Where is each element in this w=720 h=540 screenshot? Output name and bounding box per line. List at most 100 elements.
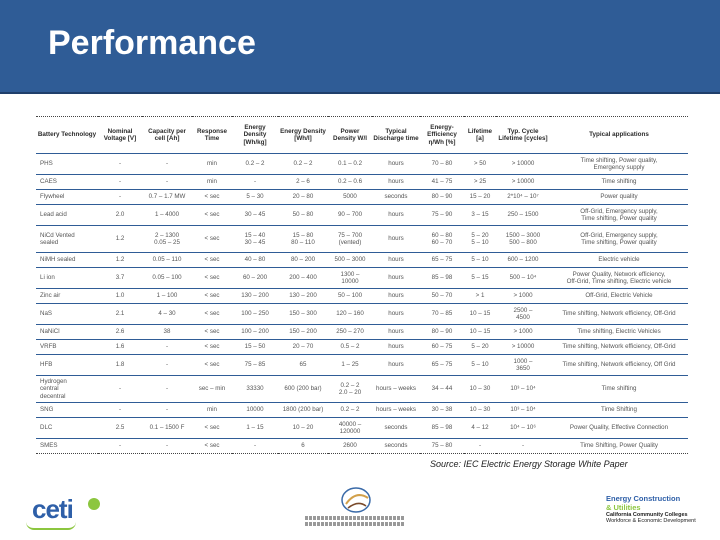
table-cell: Off-Grid, Electric Vehicle [550, 288, 688, 304]
ecu-logo: Energy Construction & Utilities Californ… [606, 494, 716, 538]
table-cell: < sec [192, 204, 232, 226]
table-body: PHS - - min 0.2 – 2 0.2 – 2 0.1 – 0.2 hours 70 –… [36, 153, 688, 454]
table-cell: - [142, 339, 192, 355]
column-header: Energy-Efficiency η/Wh [%] [420, 116, 464, 154]
table-cell: 80 – 90 [420, 324, 464, 340]
table-cell: > 25 [464, 174, 496, 190]
table-cell: 2.0 [98, 204, 142, 226]
table-cell: > 1000 [496, 324, 550, 340]
table-cell: 10⁴ – 10⁶ [496, 417, 550, 439]
table-cell: 100 – 200 [232, 324, 278, 340]
table-cell: seconds [372, 417, 420, 439]
table-cell: - [98, 174, 142, 190]
table-row: VRFB 1.6- < sec 15 – 50 20 – 70 0.5 – 2 hours 6… [36, 339, 688, 355]
table-cell: 90 – 700 [328, 204, 372, 226]
table-cell: 1.2 [98, 252, 142, 268]
table-row: Li ion 3.7 0.05 – 100 < sec 60 – 200 200 – 40… [36, 267, 688, 289]
table-cell: 1 – 4000 [142, 204, 192, 226]
table-cell: 40000 – 120000 [328, 417, 372, 439]
table-cell: < sec [192, 288, 232, 304]
table-cell: Power quality [550, 189, 688, 205]
table-cell: Time shifting [550, 174, 688, 190]
table-cell: hours [372, 324, 420, 340]
table-cell: 1.2 [98, 225, 142, 253]
table-cell: 40 – 80 [232, 252, 278, 268]
table-cell: 10000 [232, 402, 278, 418]
table-cell: 0.05 – 110 [142, 252, 192, 268]
table-cell: < sec [192, 438, 232, 454]
table-cell: < sec [192, 324, 232, 340]
table-cell: 1500 – 3000 500 – 800 [496, 225, 550, 253]
table-header-row: Battery Technology Nominal Voltage [V] C… [36, 116, 688, 154]
ecu-logo-line: Energy Construction [606, 494, 681, 503]
table-cell: 10 – 30 [464, 402, 496, 418]
table-cell: 15 – 80 80 – 110 [278, 225, 328, 253]
table-row: NaNiCl 2.6 38 < sec 100 – 200 150 – 200 250 – … [36, 324, 688, 340]
table-row: NaS 2.1 4 – 30 < sec 100 – 250 150 – 300 120 –… [36, 303, 688, 325]
column-header: Capacity per cell [Ah] [142, 116, 192, 154]
table-cell: 150 – 200 [278, 324, 328, 340]
table-cell: 10³ – 10⁴ [496, 375, 550, 403]
table-row: Lead acid 2.0 1 – 4000 < sec 30 – 45 50 – 80 9… [36, 204, 688, 226]
technology-cell: SMES [36, 438, 98, 454]
table-cell: hours [372, 339, 420, 355]
performance-table-container: Battery Technology Nominal Voltage [V] C… [36, 116, 688, 454]
table-row: SMES - - < sec -6 2600 seconds 75 – 80- - Time Sh… [36, 438, 688, 454]
table-cell: 1.6 [98, 339, 142, 355]
table-cell: - [496, 438, 550, 454]
table-cell: min [192, 402, 232, 418]
table-row: DLC 2.5 0.1 – 1500 F < sec 1 – 15 10 – 20 4000… [36, 417, 688, 439]
table-cell: 2500 – 4500 [496, 303, 550, 325]
table-cell: 75 – 700 (vented) [328, 225, 372, 253]
ceti-logo: ceti [26, 492, 116, 536]
column-header: Lifetime [a] [464, 116, 496, 154]
table-cell: seconds [372, 189, 420, 205]
table-cell: - [98, 438, 142, 454]
table-cell: 85 – 98 [420, 417, 464, 439]
table-cell: 150 – 300 [278, 303, 328, 325]
technology-cell: DLC [36, 417, 98, 439]
table-cell: 80 – 90 [420, 189, 464, 205]
source-caption: Source: IEC Electric Energy Storage Whit… [430, 459, 628, 469]
table-cell: > 10000 [496, 174, 550, 190]
table-cell: 600 (200 bar) [278, 375, 328, 403]
table-cell: - [142, 174, 192, 190]
table-cell: 60 – 200 [232, 267, 278, 289]
ecu-logo-line: California Community Colleges [606, 512, 688, 518]
slide-title: Performance [48, 24, 256, 62]
table-cell: 20 – 80 [278, 189, 328, 205]
table-cell: < sec [192, 252, 232, 268]
table-cell: 0.05 – 100 [142, 267, 192, 289]
table-cell: 38 [142, 324, 192, 340]
table-cell: 2 – 1300 0.05 – 25 [142, 225, 192, 253]
table-row: Zinc air 1.0 1 – 100 < sec 130 – 200 130 – 20… [36, 288, 688, 304]
table-cell: 15 – 50 [232, 339, 278, 355]
column-header: Energy Density [Wh/l] [278, 116, 328, 154]
technology-cell: Lead acid [36, 204, 98, 226]
table-cell: 2600 [328, 438, 372, 454]
table-cell: 50 – 70 [420, 288, 464, 304]
column-header: Typical Discharge time [372, 116, 420, 154]
table-cell: 2.1 [98, 303, 142, 325]
table-cell: 1800 (200 bar) [278, 402, 328, 418]
table-cell: - [98, 189, 142, 205]
table-cell: < sec [192, 189, 232, 205]
table-cell: hours – weeks [372, 375, 420, 403]
table-cell: hours [372, 153, 420, 175]
table-cell: 50 – 100 [328, 288, 372, 304]
table-cell: hours [372, 225, 420, 253]
table-cell: 2.6 [98, 324, 142, 340]
table-cell: 250 – 1500 [496, 204, 550, 226]
technology-cell: CAES [36, 174, 98, 190]
table-cell: 2.5 [98, 417, 142, 439]
table-cell: 50 – 80 [278, 204, 328, 226]
table-cell: sec – min [192, 375, 232, 403]
table-cell: < sec [192, 225, 232, 253]
table-row: SNG - - min 10000 1800 (200 bar) 0.2 – 2 hours … [36, 402, 688, 418]
table-cell: < sec [192, 417, 232, 439]
table-cell: - [232, 438, 278, 454]
table-cell: 41 – 75 [420, 174, 464, 190]
table-cell: min [192, 174, 232, 190]
table-cell: - [464, 438, 496, 454]
table-cell: Off-Grid, Emergency supply, Time shiftin… [550, 225, 688, 253]
